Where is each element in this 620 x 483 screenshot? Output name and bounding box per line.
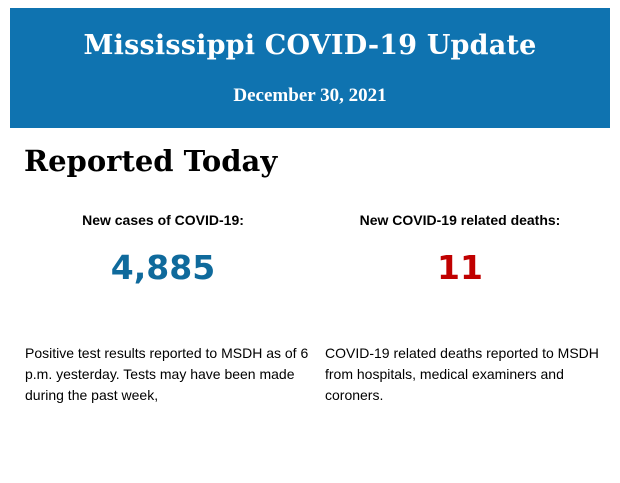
- header-banner: Mississippi COVID-19 Update December 30,…: [10, 8, 610, 128]
- new-deaths-value: 11: [437, 248, 483, 287]
- new-deaths-stat: New COVID-19 related deaths: 11: [315, 208, 605, 288]
- new-cases-label: New cases of COVID-19:: [82, 212, 244, 228]
- new-cases-description: Positive test results reported to MSDH a…: [25, 345, 309, 403]
- report-date: December 30, 2021: [233, 85, 387, 106]
- new-cases-value: 4,885: [110, 248, 216, 287]
- page-title: Mississippi COVID-19 Update: [83, 30, 537, 61]
- new-deaths-description: COVID-19 related deaths reported to MSDH…: [325, 345, 599, 403]
- section-heading: Reported Today: [24, 144, 278, 178]
- new-deaths-label: New COVID-19 related deaths:: [359, 212, 561, 228]
- new-cases-stat: New cases of COVID-19: 4,885: [18, 208, 308, 288]
